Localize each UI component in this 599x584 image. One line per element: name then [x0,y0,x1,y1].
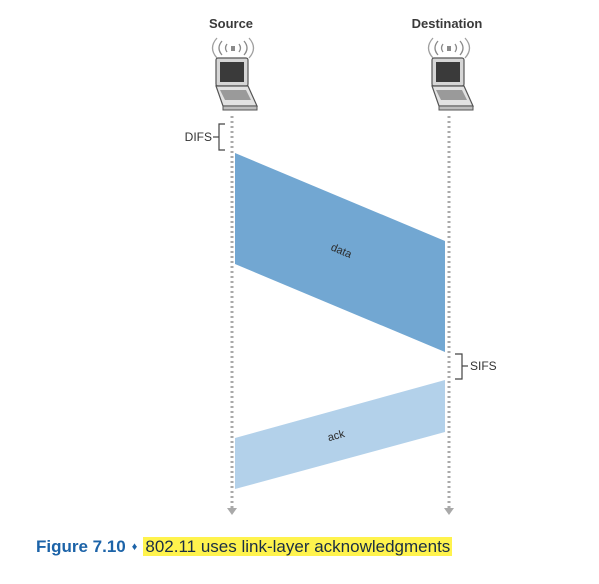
difs-label: DIFS [185,130,212,144]
ack-frame: ack [235,380,445,489]
sifs-interval: SIFS [455,353,497,380]
destination-laptop-icon [427,37,474,111]
data-frame: data [235,153,445,352]
difs-interval: DIFS [185,123,225,151]
figure-number: Figure 7.10 [36,537,126,556]
figure-caption-text: 802.11 uses link-layer acknowledgments [143,537,453,556]
destination-label: Destination [412,16,483,31]
source-timeline [227,116,237,515]
figure-caption: Figure 7.10 ♦ 802.11 uses link-layer ackno… [36,534,576,560]
caption-separator-icon: ♦ [131,541,138,553]
ack-frame-label: ack [326,428,346,444]
destination-timeline [444,116,454,515]
sifs-label: SIFS [470,359,497,373]
source-label: Source [209,16,253,31]
source-laptop-icon [211,37,258,111]
